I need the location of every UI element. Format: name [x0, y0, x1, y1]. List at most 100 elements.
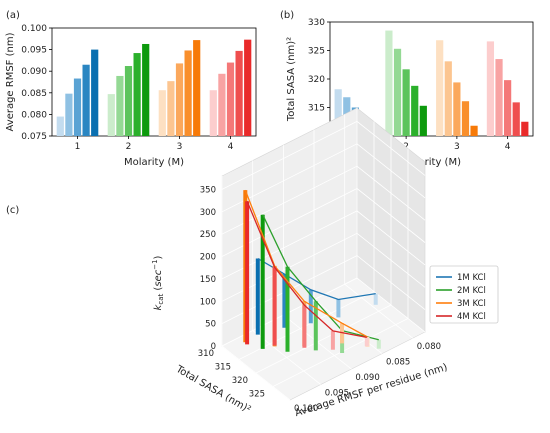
chart-a-bar-2-3 — [124, 66, 133, 136]
chart-a-bar-4-1 — [209, 90, 217, 136]
legend-frame — [429, 265, 499, 324]
rmsf-tick-label: 0.090 — [355, 373, 379, 383]
chart-a-bar-3-4 — [184, 50, 192, 136]
rmsf-tick-label: 0.080 — [417, 342, 441, 352]
legend-label: 3M KCl — [457, 299, 486, 309]
chart-b-bar-2-4 — [411, 85, 419, 136]
kcat-tick-label: 250 — [200, 230, 216, 240]
chart-b-xtick-label: 4 — [505, 142, 511, 152]
chart-b-ytick-label: 325 — [308, 47, 325, 57]
chart-a-ylabel: Average RMSF (nm) — [5, 32, 16, 131]
kcat-tick-label: 0 — [211, 342, 216, 352]
rmsf-tick-label: 0.100 — [294, 404, 318, 414]
chart-a-bar-1-1 — [56, 116, 64, 136]
chart-b-bar-2-2 — [393, 48, 402, 136]
kcat-tick-label: 350 — [200, 185, 216, 195]
chart-b-bar-3-5 — [470, 125, 478, 136]
rmsf-tick-label: 0.085 — [386, 358, 410, 368]
chart-a-bar-4-5 — [244, 39, 252, 136]
chart-a-bar-2-4 — [133, 53, 141, 137]
chart-c-ylabel: kcat (sec−1) — [151, 255, 165, 310]
chart-b-bar-4-3 — [504, 80, 512, 136]
kcat-tick-label: 100 — [200, 297, 216, 307]
chart-a-bar-1-2 — [65, 93, 73, 136]
chart-a-xtick-label: 1 — [75, 142, 81, 152]
kcat-tick-label: 150 — [200, 275, 216, 285]
chart-b-bar-4-1 — [486, 41, 495, 136]
chart-a-ytick-label: 0.100 — [21, 24, 47, 34]
chart-b-bar-4-2 — [495, 59, 503, 136]
chart-a-bar-3-5 — [193, 40, 201, 136]
grid-rmsf — [221, 176, 291, 401]
chart-b-xtick-label: 3 — [454, 142, 460, 152]
chart-b-ytick-label: 320 — [308, 75, 325, 85]
chart-a-bar-1-5 — [91, 49, 99, 136]
sasa-tick-label: 320 — [232, 376, 248, 386]
chart-a-bar-4-4 — [235, 50, 243, 136]
kcat-tick-label: 300 — [200, 208, 216, 218]
panel-label-a: (a) — [6, 10, 20, 21]
chart-b-bar-1-1 — [334, 89, 342, 136]
chart-a-bar-2-2 — [116, 75, 124, 136]
chart-a-ytick-label: 0.090 — [21, 67, 47, 77]
legend-label: 4M KCl — [457, 312, 486, 322]
chart-a-bar-3-1 — [158, 90, 166, 136]
panel-label-c: (c) — [6, 205, 19, 216]
grid-sasa — [272, 148, 409, 387]
chart-a-bar-3-3 — [175, 63, 184, 136]
kcat-tick-label: 50 — [205, 320, 216, 330]
chart-b-ylabel: Total SASA (nm)² — [286, 37, 297, 122]
panel-label-b: (b) — [280, 10, 294, 21]
chart-b-ytick-label: 315 — [308, 104, 325, 114]
grid-sasa — [255, 135, 392, 374]
chart-b-bar-2-3 — [402, 69, 410, 136]
chart-c-xlabel: Total SASA (nm)² — [173, 363, 252, 415]
kcat-tick-label: 200 — [200, 253, 216, 263]
chart-b-bar-3-4 — [461, 101, 470, 136]
chart-a-y-ticks: 0.075 0.080 0.085 0.090 0.095 0.100 — [21, 24, 52, 142]
legend-label: 2M KCl — [457, 286, 486, 296]
chart-a-bar-1-3 — [73, 78, 82, 136]
grid-rmsf — [344, 114, 413, 339]
chart-b-bar-4-4 — [512, 102, 520, 136]
chart-a-xtick-label: 3 — [177, 142, 183, 152]
chart-c-legend: 1M KCl 2M KCl 3M KCl 4M KCl — [429, 265, 499, 324]
chart-b-ytick-label: 330 — [308, 18, 325, 28]
chart-a-bar-4-3 — [226, 62, 235, 137]
chart-a-bars — [56, 39, 252, 137]
chart-b-bar-3-1 — [436, 40, 444, 136]
grid-sasa — [238, 121, 375, 360]
chart-c-3d: 0501001502002503003503103153203250.1000.… — [151, 107, 499, 419]
chart-c-grid — [221, 108, 426, 401]
series-line-2m-kcl — [262, 214, 379, 341]
chart-b-xlabel: Molarity (M) — [401, 157, 461, 168]
grid-rmsf — [252, 160, 321, 385]
chart-b-bar-2-5 — [419, 105, 427, 136]
sasa-tick-label: 310 — [198, 349, 214, 359]
chart-c-data — [243, 189, 381, 353]
chart-a-bar-2-5 — [142, 43, 150, 137]
sasa-tick-label: 325 — [249, 390, 265, 400]
chart-a-x-ticks: 1 2 3 4 — [75, 136, 234, 152]
chart-a-xlabel: Molarity (M) — [124, 157, 184, 168]
chart-a-bar-1-4 — [82, 64, 90, 136]
chart-b-bar-3-2 — [444, 61, 452, 136]
chart-a-ytick-label: 0.080 — [21, 110, 47, 120]
chart-b-bar-3-3 — [453, 82, 461, 136]
legend-label: 1M KCl — [457, 273, 486, 283]
chart-a-xtick-label: 4 — [228, 142, 234, 152]
chart-a-bar-2-1 — [107, 94, 115, 136]
series-line-4m-kcl — [246, 200, 367, 339]
chart-b-bar-2-1 — [385, 30, 393, 136]
chart-a-rmsf-bars: 0.075 0.080 0.085 0.090 0.095 0.100 1 2 3 4 Mola… — [5, 24, 257, 168]
chart-a-ytick-label: 0.075 — [21, 132, 47, 142]
chart-a-bar-4-2 — [218, 73, 226, 136]
rmsf-tick-label: 0.095 — [325, 389, 349, 399]
chart-a-ytick-label: 0.085 — [21, 89, 47, 99]
sasa-tick-label: 315 — [215, 363, 231, 373]
chart-a-xtick-label: 2 — [126, 142, 132, 152]
grid-sasa — [221, 108, 358, 347]
chart-b-bar-4-5 — [521, 121, 529, 136]
